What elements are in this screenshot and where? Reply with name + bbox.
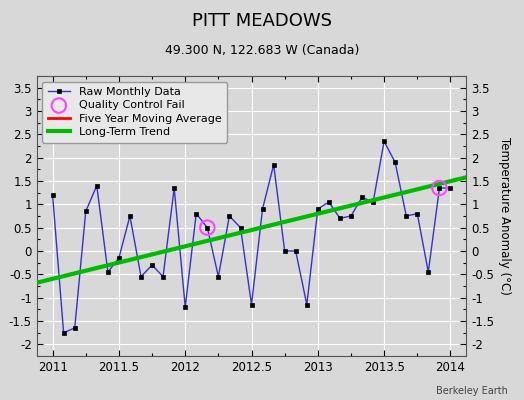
Raw Monthly Data bbox=[381, 139, 387, 144]
Raw Monthly Data bbox=[204, 225, 211, 230]
Raw Monthly Data bbox=[326, 200, 332, 204]
Raw Monthly Data bbox=[149, 262, 155, 267]
Raw Monthly Data bbox=[105, 270, 111, 274]
Legend: Raw Monthly Data, Quality Control Fail, Five Year Moving Average, Long-Term Tren: Raw Monthly Data, Quality Control Fail, … bbox=[42, 82, 227, 143]
Raw Monthly Data bbox=[370, 200, 376, 204]
Raw Monthly Data bbox=[138, 274, 144, 279]
Raw Monthly Data bbox=[94, 183, 100, 188]
Raw Monthly Data bbox=[49, 193, 56, 198]
Raw Monthly Data bbox=[83, 209, 89, 214]
Raw Monthly Data bbox=[237, 225, 244, 230]
Raw Monthly Data bbox=[182, 305, 188, 310]
Text: 49.300 N, 122.683 W (Canada): 49.300 N, 122.683 W (Canada) bbox=[165, 44, 359, 57]
Line: Raw Monthly Data: Raw Monthly Data bbox=[50, 139, 453, 335]
Raw Monthly Data bbox=[160, 274, 166, 279]
Raw Monthly Data bbox=[392, 160, 398, 165]
Raw Monthly Data bbox=[270, 162, 277, 167]
Raw Monthly Data bbox=[304, 302, 310, 307]
Raw Monthly Data bbox=[315, 206, 321, 211]
Text: PITT MEADOWS: PITT MEADOWS bbox=[192, 12, 332, 30]
Raw Monthly Data bbox=[171, 186, 177, 190]
Raw Monthly Data bbox=[116, 256, 122, 260]
Raw Monthly Data bbox=[60, 330, 67, 335]
Raw Monthly Data bbox=[281, 248, 288, 254]
Raw Monthly Data bbox=[72, 326, 78, 330]
Raw Monthly Data bbox=[248, 302, 255, 307]
Raw Monthly Data bbox=[193, 211, 199, 216]
Quality Control Fail bbox=[203, 224, 212, 231]
Raw Monthly Data bbox=[292, 248, 299, 254]
Text: Berkeley Earth: Berkeley Earth bbox=[436, 386, 508, 396]
Raw Monthly Data bbox=[259, 206, 266, 211]
Y-axis label: Temperature Anomaly (°C): Temperature Anomaly (°C) bbox=[498, 137, 511, 295]
Raw Monthly Data bbox=[403, 214, 409, 218]
Raw Monthly Data bbox=[359, 195, 365, 200]
Raw Monthly Data bbox=[215, 274, 222, 279]
Raw Monthly Data bbox=[436, 186, 443, 190]
Raw Monthly Data bbox=[337, 216, 343, 221]
Raw Monthly Data bbox=[414, 211, 420, 216]
Raw Monthly Data bbox=[447, 186, 454, 190]
Quality Control Fail bbox=[435, 185, 444, 191]
Raw Monthly Data bbox=[127, 214, 133, 218]
Raw Monthly Data bbox=[425, 270, 431, 274]
Raw Monthly Data bbox=[348, 214, 354, 218]
Raw Monthly Data bbox=[226, 214, 233, 218]
